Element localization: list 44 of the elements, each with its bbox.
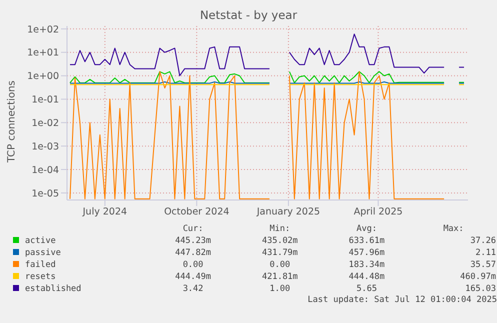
text: 421.81m xyxy=(260,271,299,283)
x-tick-label: July 2024 xyxy=(82,206,128,218)
text: 3.42 xyxy=(182,283,204,295)
text: 457.96m xyxy=(348,247,386,259)
text: Avg: xyxy=(355,223,378,235)
text: Min: xyxy=(268,223,292,235)
text: 0.00 xyxy=(182,259,204,271)
x-tick-label: January 2025 xyxy=(256,206,320,218)
legend-label: failed xyxy=(24,259,57,271)
text: 447.82m xyxy=(174,247,212,259)
text: 445.23m xyxy=(174,235,212,247)
text: 633.61m xyxy=(348,235,386,247)
text: Max: xyxy=(442,223,465,235)
y-tick-label: 1e-03 xyxy=(32,141,59,152)
text: 0.00 xyxy=(268,259,292,271)
y-tick-label: 1e-05 xyxy=(32,188,59,200)
y-tick-label: 1e+01 xyxy=(27,48,59,59)
legend-label: established xyxy=(24,283,82,295)
y-axis-title: TCP connections xyxy=(6,79,18,165)
legend-label: passive xyxy=(24,247,62,259)
text: 444.49m xyxy=(174,271,212,283)
y-tick-label: 1e-01 xyxy=(32,94,59,106)
text: Cur: xyxy=(182,223,204,235)
x-tick-label: April 2025 xyxy=(354,206,403,218)
text: 1.00 xyxy=(268,283,292,295)
text: 165.03 xyxy=(464,283,497,295)
text: 183.34m xyxy=(348,259,386,271)
legend-label: resets xyxy=(24,271,57,283)
y-tick-label: 1e-04 xyxy=(32,164,59,176)
y-tick-label: 1e+02 xyxy=(27,24,59,36)
text: 431.79m xyxy=(260,247,299,259)
text: Last update: Sat Jul 12 01:00:04 2025 xyxy=(308,295,497,305)
legend-label: active xyxy=(24,235,57,247)
y-tick-label: 1e+00 xyxy=(27,71,59,82)
text: 37.26 xyxy=(469,235,497,247)
text: 435.02m xyxy=(260,235,299,247)
text: 5.65 xyxy=(355,283,378,295)
text: 35.57 xyxy=(469,259,497,271)
chart-title: Netstat - by year xyxy=(198,8,298,22)
text: 2.11 xyxy=(474,247,497,259)
text: 444.48m xyxy=(348,271,386,283)
x-tick-label: October 2024 xyxy=(164,206,230,218)
y-tick-label: 1e-02 xyxy=(32,118,59,130)
text: 460.97m xyxy=(459,271,497,283)
